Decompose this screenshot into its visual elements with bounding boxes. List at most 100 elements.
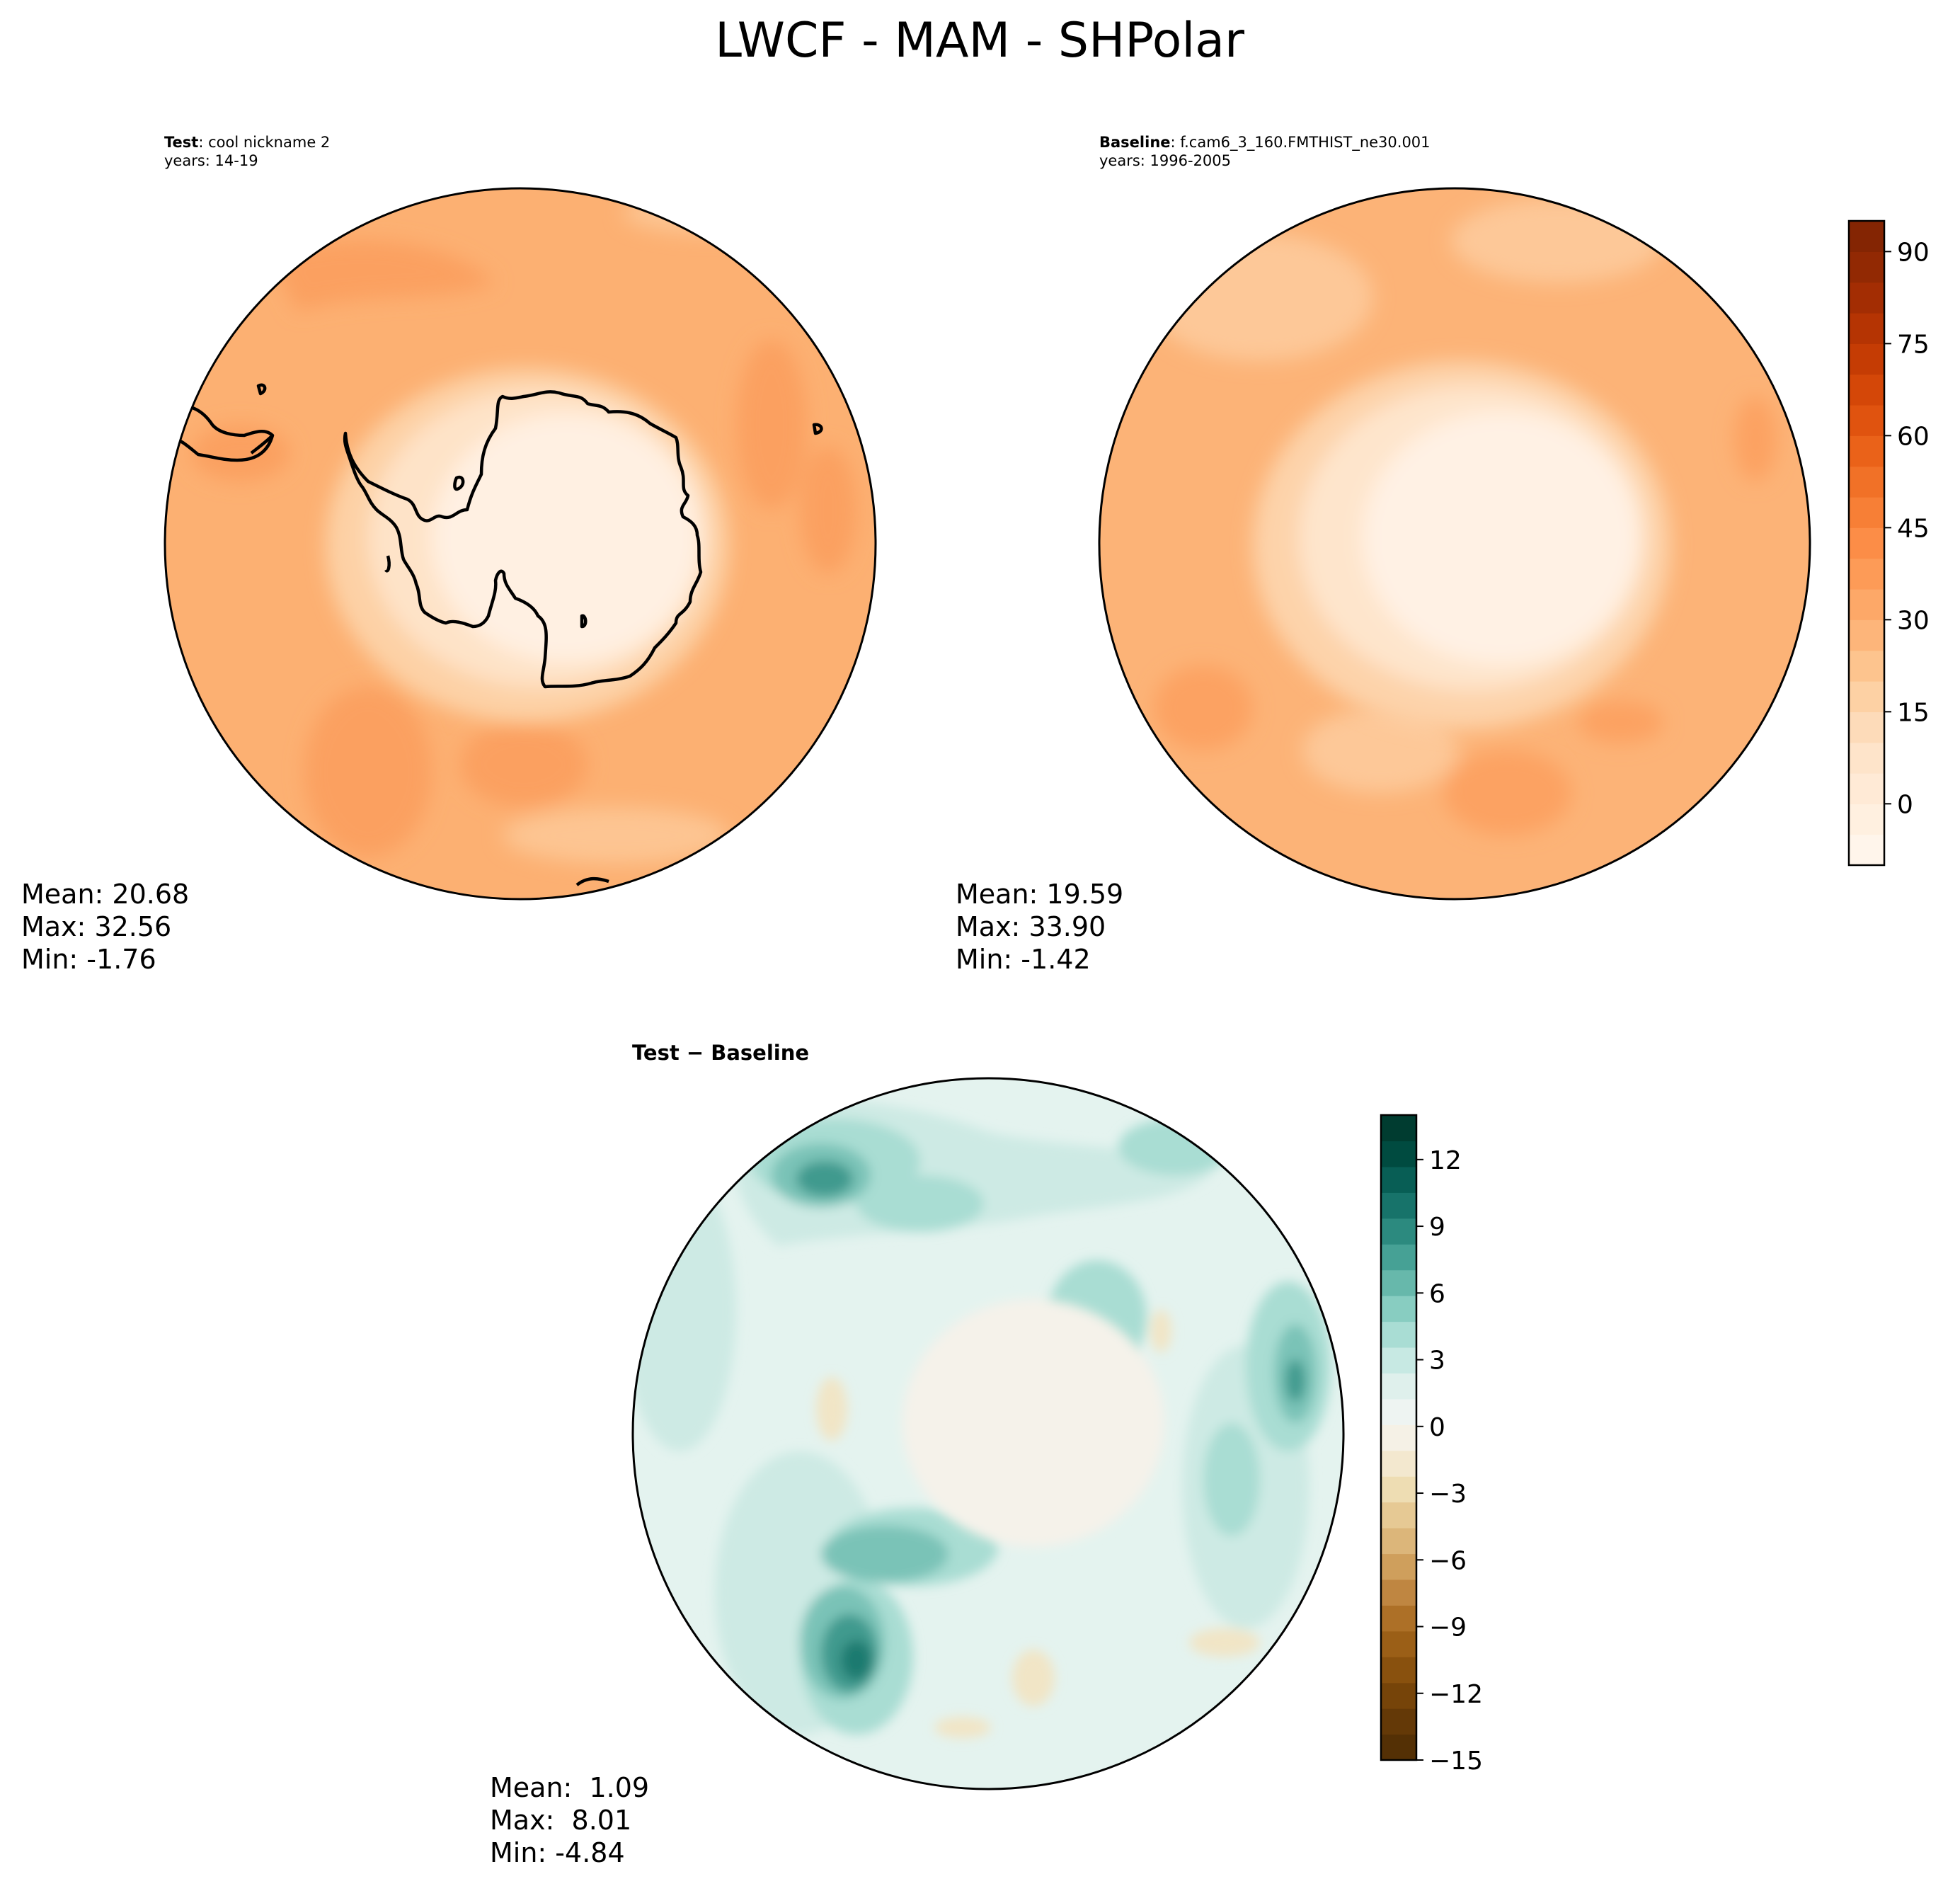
panel-diff-min: Min: -4.84 (490, 1837, 625, 1868)
colorbar-main-segment (1849, 712, 1884, 743)
colorbar-diff-tick-label: 6 (1429, 1279, 1445, 1308)
panel-test: Test: cool nickname 2 years: 14-19 (21, 134, 877, 975)
colorbar-diff-segment (1381, 1424, 1416, 1451)
colorbar-diff-tick-label: −12 (1429, 1680, 1483, 1709)
colorbar-diff-frame (1380, 1114, 1418, 1761)
map-diff-boundary (631, 1077, 1345, 1790)
colorbar-main-tick-label: 75 (1897, 330, 1930, 359)
panel-test-max: Max: 32.56 (21, 911, 171, 942)
panel-baseline-min: Min: -1.42 (956, 944, 1091, 975)
panel-diff: Test − Baseline (490, 1041, 1345, 1868)
colorbar-diff-tick-label: 12 (1429, 1146, 1462, 1175)
colorbar-diff-segment (1381, 1657, 1416, 1684)
colorbar-diff-segment (1381, 1734, 1416, 1761)
colorbar-diff-segment (1381, 1296, 1416, 1322)
panel-diff-max: Max: 8.01 (490, 1805, 631, 1836)
colorbar-main-segment (1849, 374, 1884, 406)
colorbar-diff-segment (1381, 1373, 1416, 1400)
colorbar-diff-segment (1381, 1579, 1416, 1606)
map-diff (633, 1078, 1343, 1789)
colorbar-diff-segment (1381, 1141, 1416, 1167)
colorbar-main-tick-label: 0 (1897, 790, 1913, 819)
colorbar-diff-segment (1381, 1553, 1416, 1580)
colorbar-main: 90 75 60 45 30 15 0 (1847, 219, 1930, 867)
panel-diff-mean: Mean: 1.09 (490, 1772, 649, 1803)
colorbar-main-segment (1849, 834, 1884, 866)
colorbar-main-segment (1849, 313, 1884, 344)
map-baseline (1099, 188, 1810, 899)
colorbar-diff-segment (1381, 1398, 1416, 1425)
colorbar-diff-segment (1381, 1115, 1416, 1142)
colorbar-diff-segment (1381, 1244, 1416, 1271)
panel-test-mean: Mean: 20.68 (21, 879, 189, 910)
colorbar-main-frame (1847, 219, 1886, 867)
colorbar-diff-segment (1381, 1321, 1416, 1348)
colorbar-main-segment (1849, 742, 1884, 774)
colorbar-diff-segment (1381, 1476, 1416, 1503)
map-baseline-polar-rings (1253, 361, 1670, 729)
map-test-polar-rings (326, 368, 729, 722)
colorbar-main-tick-label: 45 (1897, 514, 1930, 543)
colorbar-main-segment (1849, 343, 1884, 375)
colorbar-diff-tick-label: −6 (1429, 1546, 1467, 1575)
colorbar-main-segment (1849, 681, 1884, 712)
colorbar-main-segment (1849, 282, 1884, 314)
colorbar-main-segment (1849, 435, 1884, 467)
colorbar-main-segment (1849, 497, 1884, 528)
colorbar-diff-segment (1381, 1605, 1416, 1632)
panel-test-years: years: 14-19 (164, 152, 258, 169)
colorbar-main-segment (1849, 221, 1884, 252)
panel-test-label-rest: : cool nickname 2 (198, 134, 330, 151)
map-diff-ice (902, 1299, 1164, 1547)
map-baseline-boundary (1098, 187, 1811, 901)
figure-title: LWCF - MAM - SHPolar (715, 13, 1244, 69)
antarctica-coast-test (343, 390, 703, 689)
panel-baseline-label-bold: Baseline (1099, 134, 1171, 151)
colorbar-main-segment (1849, 619, 1884, 651)
colorbar-diff-segment (1381, 1347, 1416, 1373)
colorbar-diff-tick-label: 9 (1429, 1213, 1445, 1242)
colorbar-main-segment (1849, 589, 1884, 620)
colorbar-main-segment (1849, 527, 1884, 559)
colorbar-diff-tick-label: −9 (1429, 1613, 1467, 1643)
panel-baseline: Baseline: f.cam6_3_160.FMTHIST_ne30.001 … (956, 134, 1811, 975)
panel-diff-label: Test − Baseline (632, 1041, 809, 1065)
colorbar-main-segment (1849, 650, 1884, 682)
panel-baseline-label: Baseline: f.cam6_3_160.FMTHIST_ne30.001 (1099, 134, 1431, 152)
colorbar-main-segment (1849, 558, 1884, 590)
colorbar-diff: 12 9 6 3 0 −3 −6 −9 −12 −15 (1380, 1114, 1483, 1776)
colorbar-main-tick-label: 15 (1897, 698, 1930, 727)
colorbar-diff-segment (1381, 1708, 1416, 1735)
colorbar-diff-segment (1381, 1450, 1416, 1477)
colorbar-diff-segment (1381, 1269, 1416, 1296)
panel-baseline-label-rest: : f.cam6_3_160.FMTHIST_ne30.001 (1171, 134, 1431, 152)
panel-baseline-years: years: 1996-2005 (1099, 152, 1231, 169)
colorbar-diff-segment (1381, 1192, 1416, 1219)
map-test-boundary (164, 187, 877, 901)
colorbar-diff-tick-label: 0 (1429, 1413, 1445, 1442)
colorbar-diff-segment (1381, 1682, 1416, 1709)
colorbar-main-tick-label: 30 (1897, 606, 1930, 635)
colorbar-diff-segment (1381, 1218, 1416, 1245)
coastlines-test (169, 383, 823, 886)
colorbar-diff-segment (1381, 1528, 1416, 1555)
map-test (165, 188, 876, 899)
colorbar-main-segment (1849, 466, 1884, 498)
colorbar-diff-segment (1381, 1502, 1416, 1529)
colorbar-main-segment (1849, 773, 1884, 804)
map-test-patches (191, 191, 856, 864)
colorbar-main-segment (1849, 405, 1884, 436)
colorbar-main-segment (1849, 251, 1884, 283)
colorbar-main-tick-label: 60 (1897, 422, 1930, 451)
colorbar-diff-tick-label: −3 (1429, 1480, 1467, 1509)
colorbar-diff-tick-label: −15 (1429, 1747, 1483, 1776)
colorbar-main-segment (1849, 804, 1884, 835)
colorbar-main-tick-label: 90 (1897, 238, 1930, 267)
panel-test-min: Min: -1.76 (21, 944, 156, 975)
panel-test-label: Test: cool nickname 2 (164, 134, 330, 151)
panel-baseline-mean: Mean: 19.59 (956, 879, 1123, 910)
colorbar-diff-segment (1381, 1166, 1416, 1193)
colorbar-diff-tick-label: 3 (1429, 1347, 1445, 1376)
map-diff-patches (633, 1099, 1331, 1738)
